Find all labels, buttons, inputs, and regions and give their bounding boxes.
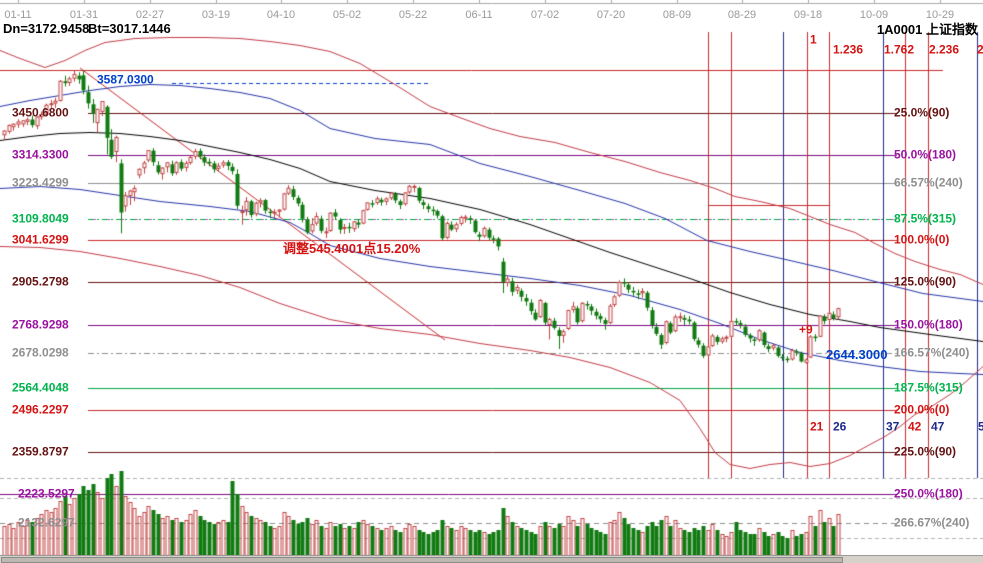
fib-percent-label: 225.0%(90) xyxy=(894,444,957,459)
fib-percent-label: 66.57%(240) xyxy=(894,175,963,190)
fib-percent-label: 250.0%(180) xyxy=(894,486,963,501)
date-axis-label: 10-09 xyxy=(859,9,889,21)
date-axis-label: 01-11 xyxy=(4,9,32,21)
fib-percent-label: 25.0%(90) xyxy=(894,105,950,120)
fib-price-label: 3587.0300 xyxy=(97,72,154,87)
fib-price-label: 3450.6800 xyxy=(12,105,69,120)
bt-value-label: Bt=3017.1446 xyxy=(88,21,171,36)
time-count-label: 5 xyxy=(978,419,983,434)
time-count-label: 1.236 xyxy=(833,42,864,57)
fib-price-label: 2768.9298 xyxy=(12,317,69,332)
date-axis-label: 03-19 xyxy=(201,9,231,21)
date-axis-label: 07-20 xyxy=(596,9,626,21)
fib-price-label: 3314.3300 xyxy=(12,147,69,162)
fib-price-label: 2496.2297 xyxy=(12,402,69,417)
date-axis-label: 09-18 xyxy=(793,9,823,21)
fib-percent-label: 166.57%(240) xyxy=(894,345,970,360)
fib-percent-label: 87.5%(315) xyxy=(894,211,957,226)
date-axis-label: 10-29 xyxy=(925,9,955,21)
symbol-title: 1A0001 上证指数 xyxy=(876,22,978,37)
date-axis-label: 01-31 xyxy=(69,9,99,21)
date-axis-label: 05-02 xyxy=(332,9,362,21)
time-count-label: 37 xyxy=(886,419,900,434)
fib-price-label: 2564.4048 xyxy=(12,380,69,395)
fib-percent-label: 187.5%(315) xyxy=(894,380,963,395)
fib-percent-label: 150.0%(180) xyxy=(894,317,963,332)
horizontal-scrollbar[interactable] xyxy=(0,555,983,563)
date-axis-label: 07-02 xyxy=(530,9,560,21)
time-count-label: 1 xyxy=(810,32,817,47)
date-axis-label: 06-11 xyxy=(465,9,493,21)
time-count-label: 21 xyxy=(810,419,824,434)
date-axis-label: 04-10 xyxy=(266,9,296,21)
fib-percent-label: 266.67%(240) xyxy=(894,515,970,530)
date-axis-label: 05-22 xyxy=(398,9,428,21)
fib-price-label: 3109.8049 xyxy=(12,211,69,226)
fib-price-label: 2678.0298 xyxy=(12,345,69,360)
fib-price-label: 2132.6297 xyxy=(18,515,75,530)
fib-percent-label: 50.0%(180) xyxy=(894,147,957,162)
fib-price-label: 2905.2798 xyxy=(12,274,69,289)
time-count-label: 47 xyxy=(931,419,945,434)
time-count-label: 26 xyxy=(833,419,847,434)
fib-price-label: 2359.8797 xyxy=(12,444,69,459)
date-axis-label: 08-29 xyxy=(727,9,757,21)
scrollbar-thumb[interactable] xyxy=(1,557,843,563)
date-axis-label: 08-09 xyxy=(662,9,692,21)
fib-percent-label: 125.0%(90) xyxy=(894,274,957,289)
time-count-label: 2 xyxy=(977,42,983,57)
fib-price-label: 3041.6299 xyxy=(12,232,69,247)
date-axis-label: 02-27 xyxy=(135,9,165,21)
fib-percent-label: 200.0%(0) xyxy=(894,402,950,417)
dn-value-label: Dn=3172.9458 xyxy=(3,21,90,36)
time-count-label: +9 xyxy=(799,322,813,337)
fib-price-label: 3223.4299 xyxy=(12,175,69,190)
time-count-label: 42 xyxy=(908,419,922,434)
time-count-label: 1.762 xyxy=(884,42,915,57)
fib-percent-label: 100.0%(0) xyxy=(894,232,950,247)
time-count-label: 2.236 xyxy=(929,42,960,57)
low-price-annotation: 2644.3000 xyxy=(826,347,888,362)
fib-price-label: 2223.5297 xyxy=(18,486,75,501)
retracement-annotation: 调整545.4001点15.20% xyxy=(283,241,421,256)
